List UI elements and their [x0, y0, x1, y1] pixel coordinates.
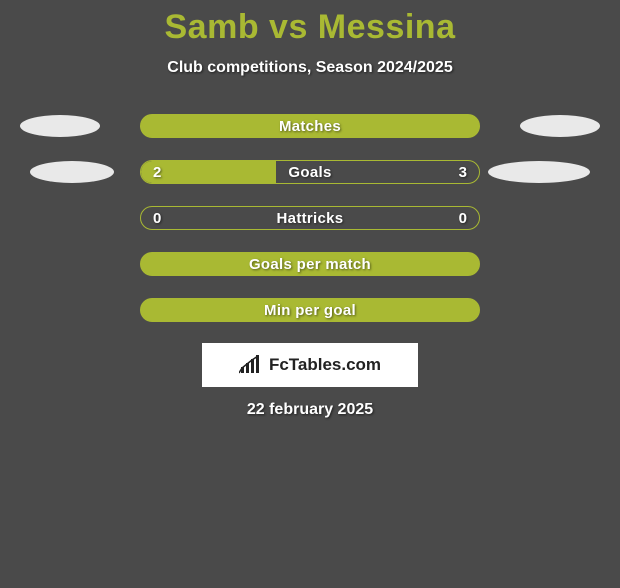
bar-label-matches: Matches: [279, 118, 341, 135]
bar-mpg: Min per goal: [140, 298, 480, 322]
date-text: 22 february 2025: [0, 401, 620, 419]
bar-val-right-goals: 3: [459, 164, 467, 181]
page-title: Samb vs Messina: [0, 8, 620, 47]
bar-label-gpm: Goals per match: [249, 256, 371, 273]
bar-hattricks: 0 Hattricks 0: [140, 206, 480, 230]
disc-left-goals: [30, 161, 114, 183]
disc-right-goals: [488, 161, 590, 183]
logo-box[interactable]: FcTables.com: [202, 343, 418, 387]
disc-right-matches: [520, 115, 600, 137]
bar-matches: Matches: [140, 114, 480, 138]
stat-row-gpm: Goals per match: [0, 241, 620, 287]
stat-row-mpg: Min per goal: [0, 287, 620, 333]
stat-row-hattricks: 0 Hattricks 0: [0, 195, 620, 241]
bar-val-left-hattricks: 0: [153, 210, 161, 227]
stat-row-goals: 2 Goals 3: [0, 149, 620, 195]
bar-label-mpg: Min per goal: [264, 302, 356, 319]
stats-area: Matches 2 Goals 3 0 Hattricks 0 Goals pe…: [0, 103, 620, 333]
logo-text: FcTables.com: [269, 355, 381, 375]
bar-goals: 2 Goals 3: [140, 160, 480, 184]
chart-icon: [239, 355, 263, 375]
bar-gpm: Goals per match: [140, 252, 480, 276]
bar-label-hattricks: Hattricks: [277, 210, 344, 227]
bar-val-left-goals: 2: [153, 164, 161, 181]
bar-val-right-hattricks: 0: [459, 210, 467, 227]
subtitle: Club competitions, Season 2024/2025: [0, 59, 620, 77]
stat-row-matches: Matches: [0, 103, 620, 149]
disc-left-matches: [20, 115, 100, 137]
bar-label-goals: Goals: [288, 164, 331, 181]
